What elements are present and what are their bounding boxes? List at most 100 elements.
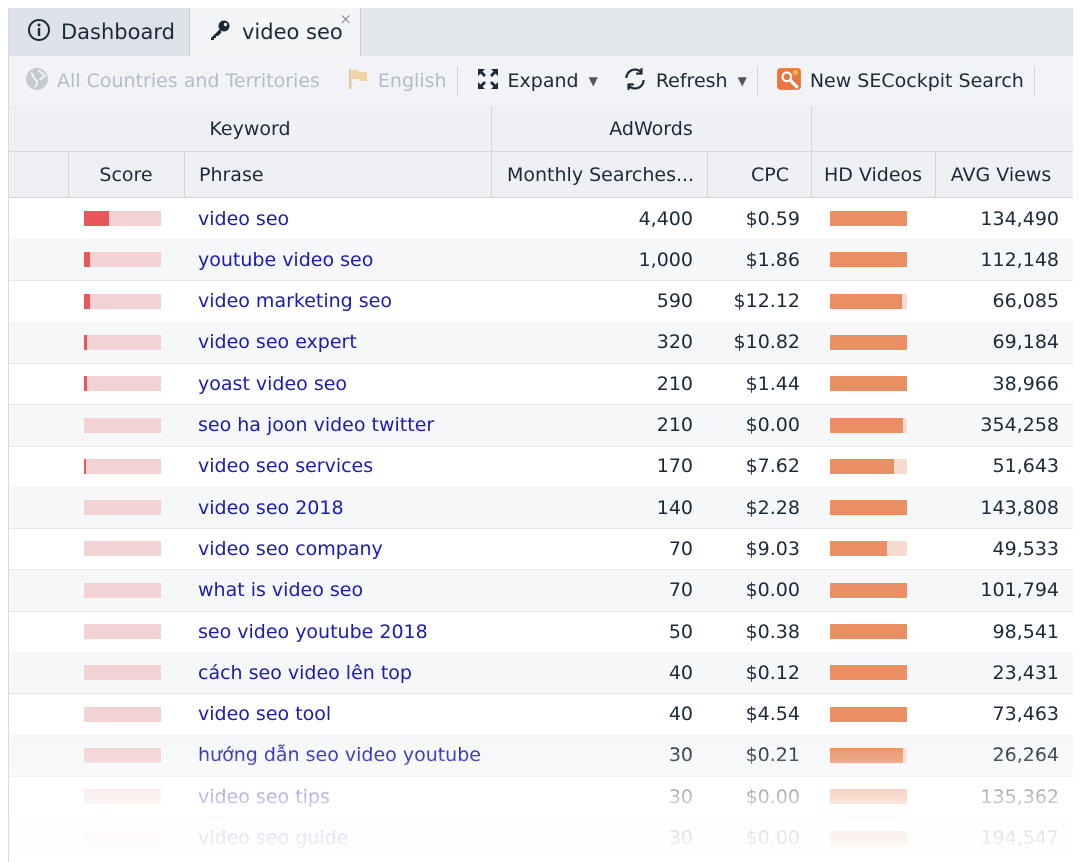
table-row[interactable]: video seo 4,400 $0.59 134,490 — [9, 198, 1073, 240]
score-bar-fill — [84, 252, 91, 268]
keyword-phrase-link[interactable]: seo video youtube 2018 — [198, 620, 428, 643]
toolbar-divider — [456, 66, 458, 96]
language-selector[interactable]: English — [330, 56, 457, 106]
keyword-phrase-link[interactable]: video seo tips — [198, 785, 330, 808]
monthly-searches-value: 1,000 — [638, 248, 693, 271]
score-bar-fill — [84, 211, 109, 226]
column-header-avg-views[interactable]: AVG Views — [950, 163, 1052, 186]
keyword-phrase-link[interactable]: video seo company — [198, 537, 383, 560]
keyword-phrase-link[interactable]: youtube video seo — [198, 248, 374, 271]
keyword-phrase-link[interactable]: hướng dẫn seo video youtube — [198, 744, 481, 767]
hd-videos-bar-fill — [830, 747, 904, 763]
column-header-score[interactable]: Score — [99, 163, 153, 186]
tab-video-seo[interactable]: video seo × — [190, 8, 361, 56]
score-bar — [84, 747, 161, 763]
score-bar — [84, 334, 161, 350]
keyword-phrase-link[interactable]: video seo expert — [198, 331, 357, 354]
keyword-phrase-link[interactable]: seo ha joon video twitter — [198, 414, 435, 436]
avg-views-value: 98,541 — [992, 620, 1059, 643]
table-row[interactable]: video seo guide 30 $0.00 194,547 — [9, 817, 1073, 860]
hd-videos-bar-fill — [830, 376, 907, 392]
column-header-monthly-searches[interactable]: Monthly Searches... — [507, 163, 695, 186]
new-secockpit-search-button[interactable]: New SECockpit Search — [758, 56, 1034, 106]
column-header-hd-videos[interactable]: HD Videos — [823, 163, 923, 186]
tab-dashboard[interactable]: Dashboard — [9, 8, 190, 56]
score-bar — [84, 541, 161, 557]
monthly-searches-value: 30 — [668, 785, 693, 808]
hd-videos-bar-fill — [830, 500, 907, 516]
cpc-value: $1.44 — [745, 372, 800, 395]
toolbar-divider — [756, 66, 758, 96]
table-row[interactable]: video seo expert 320 $10.82 69,184 — [9, 321, 1073, 364]
column-header-cpc[interactable]: CPC — [751, 163, 789, 186]
hd-videos-bar — [830, 293, 907, 309]
avg-views-value: 49,533 — [992, 537, 1059, 560]
table-row[interactable]: what is video seo 70 $0.00 101,794 — [9, 569, 1073, 612]
avg-views-value: 194,547 — [980, 827, 1059, 849]
table-row[interactable]: video seo tool 40 $4.54 73,463 — [9, 694, 1073, 736]
divider — [935, 152, 936, 197]
monthly-searches-value: 30 — [668, 827, 693, 849]
avg-views-value: 69,184 — [992, 331, 1059, 354]
table-row[interactable]: seo ha joon video twitter 210 $0.00 354,258 — [9, 404, 1073, 447]
chevron-down-icon: ▼ — [588, 74, 598, 88]
monthly-searches-value: 210 — [656, 372, 693, 395]
table-row[interactable]: video marketing seo 590 $12.12 66,085 — [9, 281, 1073, 323]
divider — [811, 152, 812, 197]
keyword-phrase-link[interactable]: video seo — [198, 207, 290, 230]
cpc-value: $0.00 — [745, 579, 800, 602]
keyword-phrase-link[interactable]: video seo tool — [198, 703, 332, 726]
score-bar — [84, 665, 161, 681]
score-bar — [84, 789, 161, 805]
hd-videos-bar-fill — [830, 458, 894, 474]
table-row[interactable]: cách seo video lên top 40 $0.12 23,431 — [9, 652, 1073, 695]
hd-videos-bar — [830, 417, 907, 433]
keyword-phrase-link[interactable]: cách seo video lên top — [198, 661, 412, 684]
avg-views-value: 101,794 — [980, 579, 1059, 602]
hd-videos-bar — [830, 747, 907, 763]
table-row[interactable]: video seo services 170 $7.62 51,643 — [9, 446, 1073, 488]
keyword-phrase-link[interactable]: video marketing seo — [198, 290, 392, 313]
avg-views-value: 51,643 — [992, 455, 1059, 478]
keyword-phrase-link[interactable]: yoast video seo — [198, 372, 348, 395]
expand-button[interactable]: Expand ▼ — [458, 56, 608, 106]
score-bar — [84, 252, 161, 268]
country-selector[interactable]: All Countries and Territories — [9, 56, 330, 106]
monthly-searches-value: 40 — [668, 703, 693, 726]
hd-videos-bar-fill — [830, 624, 907, 639]
table-row[interactable]: video seo tips 30 $0.00 135,362 — [9, 776, 1073, 819]
table-row[interactable]: video seo 2018 140 $2.28 143,808 — [9, 487, 1073, 530]
country-label: All Countries and Territories — [57, 70, 320, 92]
toolbar-divider — [1033, 66, 1035, 96]
hd-videos-bar — [830, 789, 907, 805]
score-bar-fill — [84, 334, 88, 350]
score-bar — [84, 624, 161, 639]
group-adwords: AdWords — [609, 117, 693, 140]
avg-views-value: 112,148 — [980, 248, 1059, 271]
keyword-phrase-link[interactable]: video seo services — [198, 455, 374, 478]
monthly-searches-value: 70 — [668, 537, 693, 560]
refresh-button[interactable]: Refresh ▼ — [608, 56, 757, 106]
keyword-phrase-link[interactable]: video seo guide — [198, 827, 349, 849]
score-bar — [84, 706, 161, 722]
monthly-searches-value: 30 — [668, 744, 693, 767]
keyword-phrase-link[interactable]: what is video seo — [198, 579, 364, 602]
monthly-searches-value: 140 — [656, 496, 693, 519]
cpc-value: $2.28 — [745, 496, 800, 519]
table-row[interactable]: youtube video seo 1,000 $1.86 112,148 — [9, 239, 1073, 282]
column-header-phrase[interactable]: Phrase — [199, 163, 264, 186]
table-row[interactable]: yoast video seo 210 $1.44 38,966 — [9, 363, 1073, 406]
secockpit-search-icon — [776, 66, 802, 97]
divider — [707, 152, 708, 197]
table-row[interactable]: seo video youtube 2018 50 $0.38 98,541 — [9, 611, 1073, 653]
score-bar — [84, 458, 161, 474]
table-row[interactable]: video seo company 70 $9.03 49,533 — [9, 528, 1073, 571]
avg-views-value: 143,808 — [980, 496, 1059, 519]
expand-label: Expand — [507, 70, 579, 92]
group-keyword: Keyword — [209, 117, 291, 140]
table-row[interactable]: hướng dẫn seo video youtube 30 $0.21 26,264 — [9, 734, 1073, 777]
score-bar — [84, 293, 161, 309]
close-icon[interactable]: × — [339, 10, 352, 28]
score-bar — [84, 582, 161, 598]
keyword-phrase-link[interactable]: video seo 2018 — [198, 496, 344, 519]
